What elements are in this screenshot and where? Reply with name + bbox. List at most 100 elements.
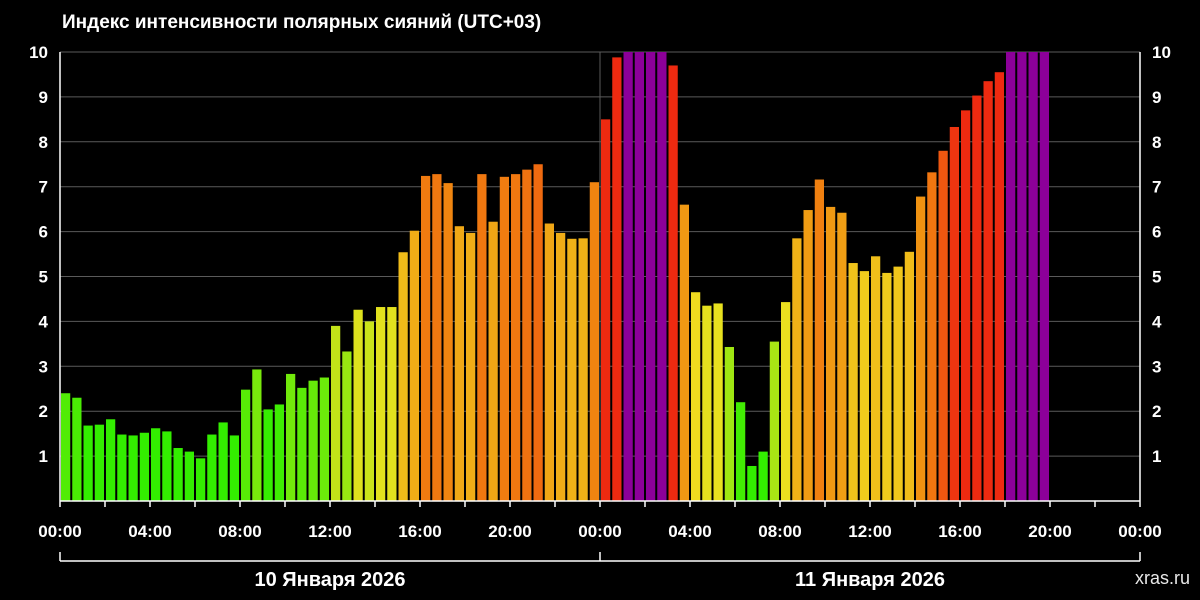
bar [758,451,768,501]
day-label: 11 Января 2026 [795,569,945,591]
y-axis-right: 1 2 3 4 5 6 7 8 9 10 [1152,43,1171,466]
y-tick-label: 10 [1152,43,1171,62]
bar [983,81,993,501]
bar [387,307,397,501]
bar [1006,52,1016,501]
bar [814,179,824,502]
x-tick-label: 16:00 [398,522,441,541]
bar [646,52,656,501]
bar [544,223,554,501]
y-tick-label: 6 [1152,223,1161,242]
bar [882,272,892,501]
x-tick-label: 16:00 [938,522,981,541]
bar [61,393,71,501]
bar [376,307,386,501]
bar [128,435,138,501]
bar [83,425,93,501]
bar [94,424,104,501]
grid-lines [60,51,1140,501]
y-axis-left: 1 2 3 4 5 6 7 8 9 10 [29,43,48,466]
bar [286,373,296,501]
bar [747,465,757,501]
bar [477,174,487,502]
bar [556,232,566,501]
bar [117,434,127,501]
bar [623,52,633,501]
bar [781,302,791,501]
bar [218,422,228,501]
bar [522,169,532,501]
y-tick-label: 3 [39,357,48,376]
x-tick-label: 00:00 [578,522,621,541]
bar [72,397,82,501]
y-tick-label: 4 [39,312,49,331]
y-tick-label: 2 [39,402,48,421]
bar [1039,52,1049,501]
bar [364,321,374,501]
watermark: xras.ru [1135,568,1190,588]
y-tick-label: 4 [1152,312,1162,331]
bar [409,230,419,501]
bars [61,52,1049,502]
bar [229,435,239,501]
bar [308,380,318,501]
bar [826,206,836,501]
bar [724,346,734,501]
bar [578,238,588,501]
bar [511,174,521,502]
bar [871,256,881,501]
bar [949,126,959,501]
y-tick-label: 9 [1152,88,1161,107]
bar [736,402,746,501]
bar [274,404,284,501]
bar [938,150,948,501]
bar [106,419,116,501]
x-tick-label: 20:00 [1028,522,1071,541]
x-axis: 00:00 04:00 08:00 12:00 16:00 20:00 00:00 04:00… [38,501,1162,541]
bar [139,432,149,501]
bar [499,176,509,501]
x-tick-label: 04:00 [128,522,171,541]
bar [904,251,914,501]
bar [432,174,442,502]
bar [319,377,329,501]
bar [466,232,476,501]
y-tick-label: 8 [39,133,48,152]
y-tick-label: 5 [39,268,48,287]
bar [488,221,498,502]
day-labels: 10 Января 2026 11 Января 2026 [59,552,1141,591]
bar [961,110,971,502]
bar [331,325,341,501]
bar [207,434,217,501]
y-tick-label: 10 [29,43,48,62]
bar [994,72,1004,501]
bar [848,263,858,501]
bar [342,351,352,501]
bar [927,172,937,501]
bar [713,303,723,501]
bar [297,387,307,501]
bar [263,409,273,501]
x-tick-label: 08:00 [758,522,801,541]
bar [184,451,194,501]
bar [702,305,712,501]
bar [353,309,363,501]
bar [612,57,622,501]
bar [421,175,431,501]
x-tick-label: 08:00 [218,522,261,541]
y-tick-label: 7 [39,178,48,197]
x-tick-label: 20:00 [488,522,531,541]
x-tick-label: 04:00 [668,522,711,541]
bar [859,271,869,501]
bar [837,212,847,501]
y-tick-label: 1 [39,447,48,466]
y-tick-label: 6 [39,223,48,242]
y-tick-label: 5 [1152,268,1161,287]
bar [803,210,813,501]
bar [398,252,408,501]
x-tick-label: 00:00 [1118,522,1161,541]
bar [589,182,599,501]
bar [792,238,802,501]
bar [1028,52,1038,501]
